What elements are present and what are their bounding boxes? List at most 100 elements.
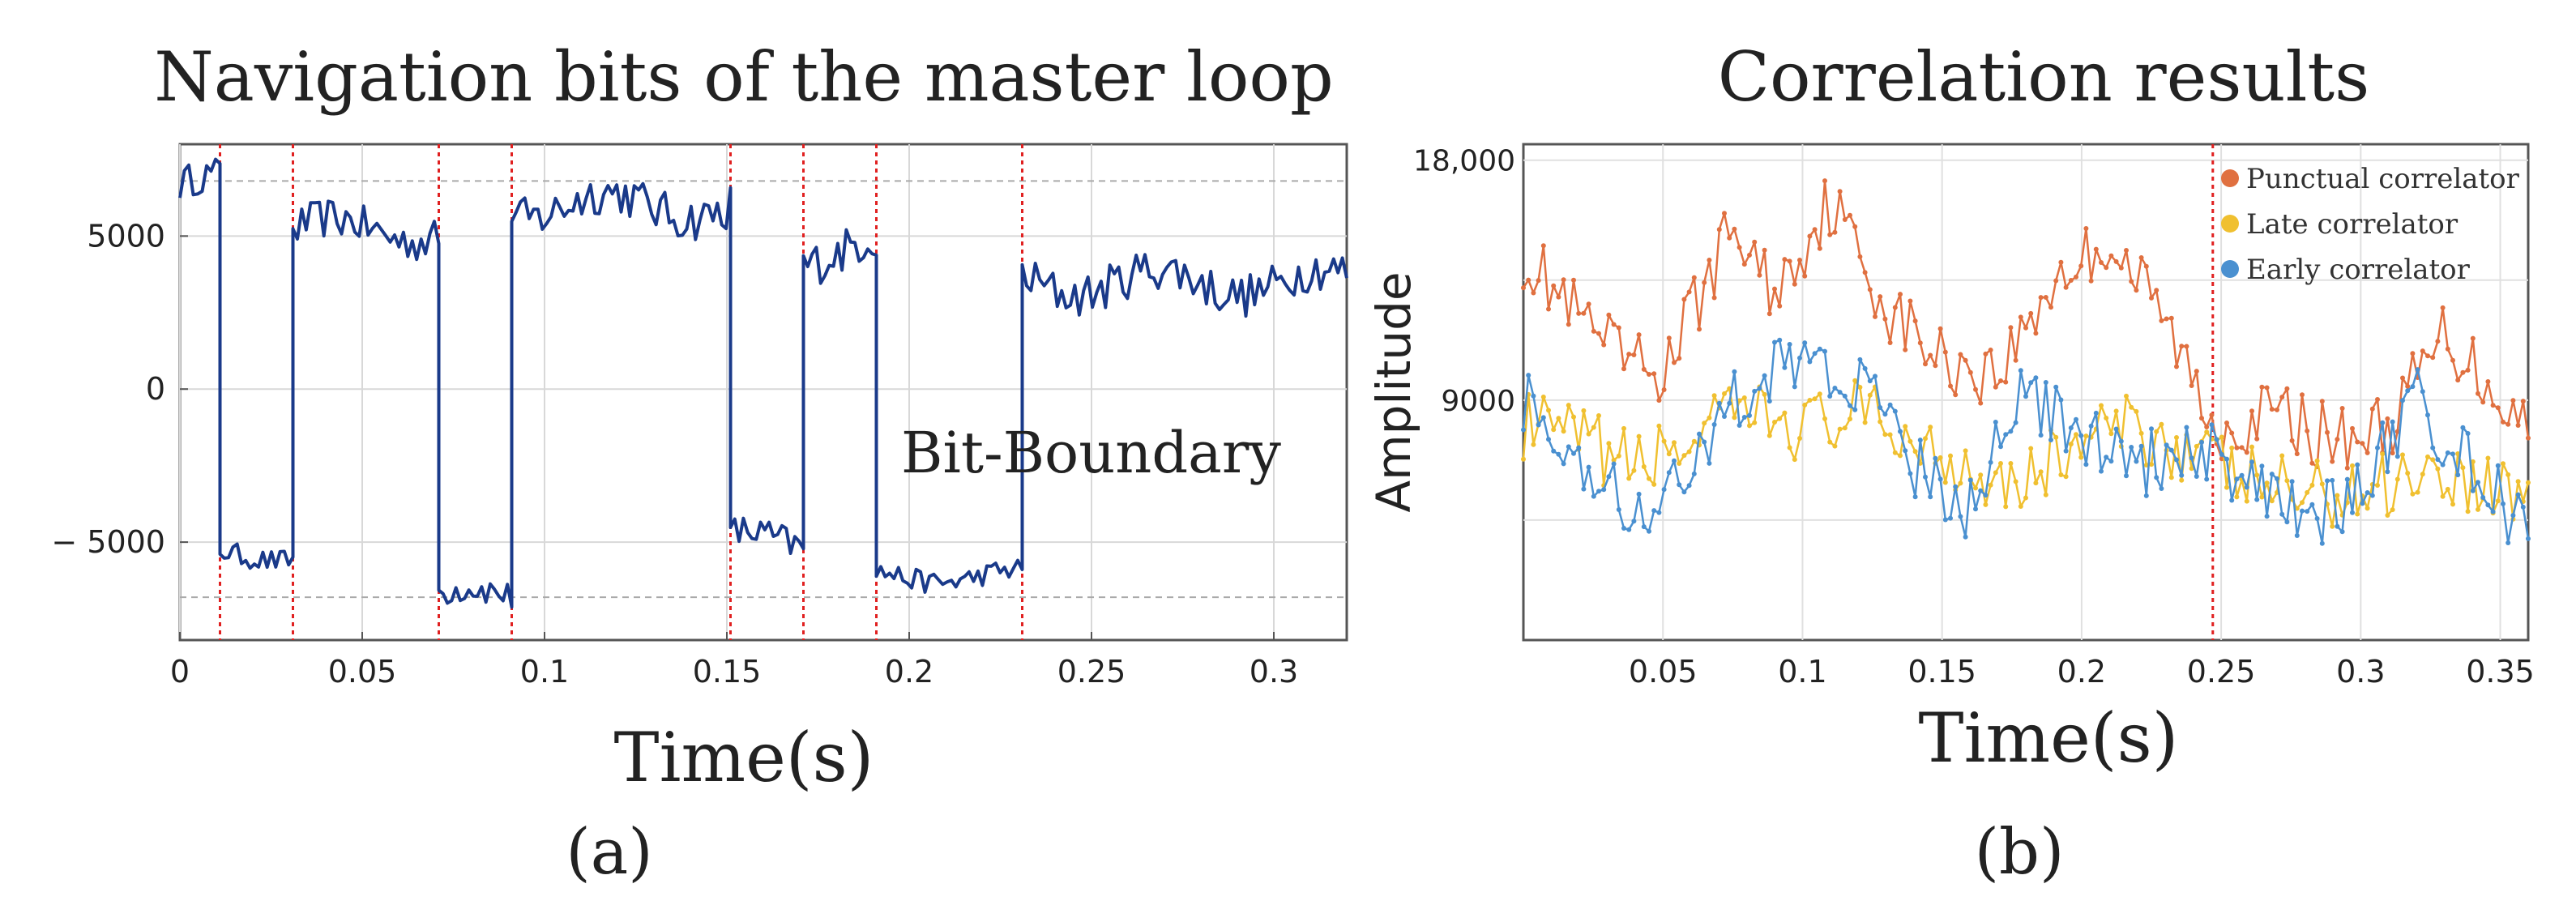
data-point [2430, 355, 2436, 361]
legend-marker [2221, 260, 2239, 278]
data-point [1581, 408, 1587, 413]
data-point [2335, 493, 2340, 498]
data-point [2355, 462, 2360, 467]
data-point [1842, 393, 1848, 399]
data-point [2375, 483, 2380, 488]
data-point [1626, 352, 1632, 357]
data-point [2305, 489, 2310, 495]
data-point [2113, 408, 2119, 414]
y-tick-label: 18,000 [1413, 145, 1515, 178]
data-point [1601, 487, 1607, 493]
data-point [2159, 421, 2164, 427]
data-point [1983, 493, 1989, 498]
data-point [2254, 472, 2260, 478]
x-tick-label: 0.3 [2336, 654, 2385, 689]
data-point [1661, 438, 1667, 444]
data-point [2480, 399, 2486, 405]
data-point [1983, 502, 1989, 507]
data-point [2063, 448, 2069, 454]
data-point [1741, 415, 1747, 420]
data-point [2520, 504, 2526, 510]
data-point [2249, 459, 2254, 465]
data-point [1928, 494, 1933, 500]
data-point [2325, 478, 2330, 484]
data-point [2269, 472, 2275, 477]
data-point [2279, 453, 2285, 459]
data-point [1752, 239, 1758, 245]
data-point [1606, 441, 1612, 446]
data-point [1576, 310, 1582, 316]
data-point [1606, 312, 1612, 318]
data-point [1546, 408, 1551, 413]
data-point [2118, 265, 2124, 271]
data-point [1697, 327, 1702, 332]
data-point [2335, 437, 2340, 442]
data-point [1832, 229, 1838, 235]
data-point [2048, 305, 2053, 310]
data-point [1651, 508, 1657, 514]
data-point [1827, 439, 1833, 445]
data-point [2244, 450, 2249, 455]
data-point [1766, 433, 1772, 438]
data-point [2369, 493, 2375, 498]
data-point [1672, 458, 1677, 463]
data-point [2008, 325, 2014, 331]
data-point [1837, 426, 1843, 432]
data-point [1551, 427, 1557, 433]
data-point [1988, 348, 1993, 352]
data-point [1797, 355, 1802, 361]
data-point [2405, 471, 2411, 476]
data-point [2300, 508, 2305, 514]
data-point [2194, 443, 2199, 449]
data-point [1551, 283, 1557, 288]
data-point [1571, 277, 1576, 283]
data-point [1782, 410, 1788, 416]
data-point [1747, 423, 1752, 429]
data-point [1707, 258, 1712, 263]
data-point [1848, 416, 1852, 422]
data-point [2028, 446, 2034, 451]
panel-a-ticks: 0 0.05 0.1 0.15 0.2 0.25 0.3 − 5000 0 5000 [51, 218, 1298, 689]
data-point [1887, 432, 1893, 438]
data-point [2138, 255, 2144, 260]
data-point [2033, 480, 2039, 486]
data-point [1631, 519, 1637, 524]
panel-b-legend: Punctual correlator Late correlator Early … [2221, 163, 2520, 286]
data-point [2174, 457, 2179, 463]
data-point [2138, 443, 2144, 449]
data-point [1551, 448, 1557, 454]
data-point [1686, 289, 1692, 295]
data-point [2159, 318, 2164, 323]
data-point [1536, 278, 1541, 284]
legend-marker [2221, 169, 2239, 187]
data-point [2319, 540, 2325, 546]
data-point [2269, 498, 2275, 504]
data-point [1942, 480, 1948, 485]
data-point [1762, 391, 1767, 397]
data-point [1998, 461, 2003, 466]
data-point [2259, 463, 2265, 469]
data-point [2179, 344, 2185, 349]
data-point [1907, 298, 1913, 304]
data-point [1576, 445, 1582, 450]
data-point [1787, 445, 1792, 450]
data-point [2410, 351, 2416, 356]
data-point [2124, 393, 2129, 399]
data-point [2164, 442, 2169, 448]
data-point [2093, 246, 2099, 252]
data-point [2154, 288, 2159, 293]
data-point [2164, 316, 2169, 322]
data-point [2244, 498, 2249, 504]
legend-label: Early correlator [2246, 254, 2471, 286]
legend-label: Late correlator [2246, 208, 2459, 241]
data-point [2450, 502, 2455, 507]
data-point [1852, 378, 1858, 383]
data-point [1917, 340, 1923, 346]
data-point [2149, 462, 2154, 467]
data-point [2450, 357, 2455, 363]
data-point [1631, 352, 1637, 357]
data-point [1606, 474, 1612, 480]
data-point [1647, 372, 1651, 377]
data-point [1561, 277, 1566, 283]
